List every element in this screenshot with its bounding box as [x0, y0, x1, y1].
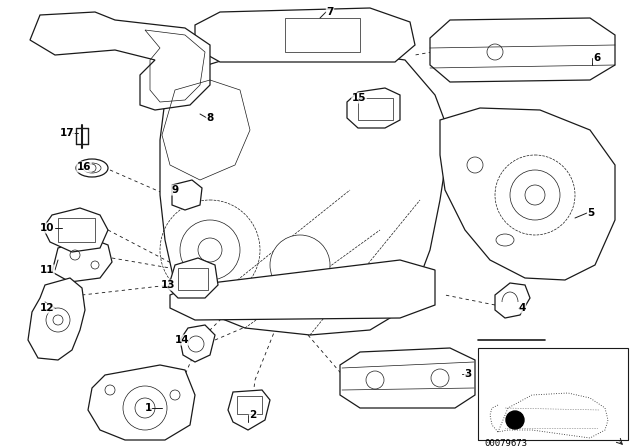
Polygon shape [28, 278, 85, 360]
Text: 15: 15 [352, 93, 366, 103]
Text: 8: 8 [206, 113, 214, 123]
Ellipse shape [76, 159, 108, 177]
Polygon shape [180, 325, 215, 362]
Text: 3: 3 [465, 369, 472, 379]
Text: 7: 7 [326, 7, 333, 17]
Text: 16: 16 [77, 162, 92, 172]
Polygon shape [195, 8, 415, 62]
Text: 12: 12 [40, 303, 54, 313]
Polygon shape [440, 108, 615, 280]
Text: 13: 13 [161, 280, 175, 290]
Text: 1: 1 [145, 403, 152, 413]
Text: 00079673: 00079673 [484, 439, 527, 448]
Polygon shape [340, 348, 475, 408]
Polygon shape [30, 12, 210, 110]
Polygon shape [43, 208, 108, 252]
Bar [478, 348, 628, 440]
Circle shape [506, 411, 524, 429]
Polygon shape [168, 258, 218, 298]
Text: 9: 9 [172, 185, 179, 195]
Text: 6: 6 [593, 53, 600, 63]
Circle shape [270, 235, 330, 295]
Polygon shape [172, 180, 202, 210]
Polygon shape [52, 238, 112, 282]
Polygon shape [347, 88, 400, 128]
Polygon shape [88, 365, 195, 440]
Polygon shape [495, 283, 530, 318]
Text: 11: 11 [40, 265, 54, 275]
Text: 4: 4 [518, 303, 525, 313]
Text: 5: 5 [588, 208, 595, 218]
Text: 2: 2 [250, 410, 257, 420]
Polygon shape [170, 260, 435, 320]
Polygon shape [228, 390, 270, 430]
Text: 17: 17 [60, 128, 74, 138]
Polygon shape [430, 18, 615, 82]
Polygon shape [160, 48, 450, 335]
Text: 10: 10 [40, 223, 54, 233]
Text: 14: 14 [175, 335, 189, 345]
